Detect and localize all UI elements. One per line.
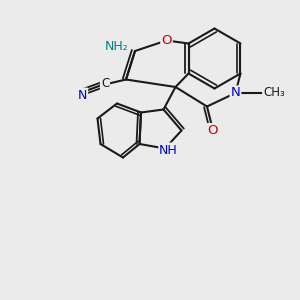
Text: O: O	[161, 34, 172, 47]
Text: NH: NH	[159, 143, 178, 157]
Text: NH₂: NH₂	[104, 40, 128, 53]
Text: C: C	[101, 76, 109, 90]
Text: N: N	[231, 86, 240, 100]
Text: CH₃: CH₃	[263, 86, 285, 100]
Text: O: O	[208, 124, 218, 137]
Text: N: N	[78, 88, 87, 102]
